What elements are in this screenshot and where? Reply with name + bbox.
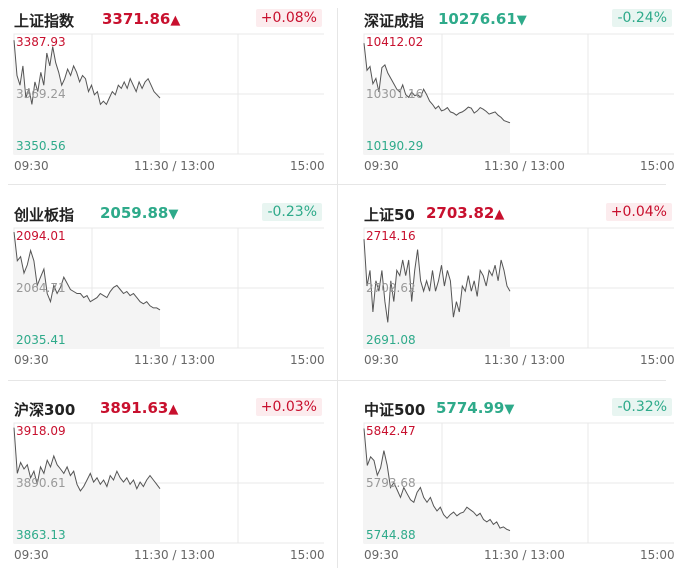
index-price-value: 10276.61 xyxy=(438,10,517,28)
change-badge: +0.03% xyxy=(255,398,322,416)
arrow-up-icon: ▲ xyxy=(168,402,179,417)
arrow-up-icon: ▲ xyxy=(494,207,505,222)
x-tick-label: 15:00 xyxy=(640,159,674,173)
x-tick-label: 11:30 / 13:00 xyxy=(484,159,565,173)
index-panel[interactable]: 上证指数 3371.86▲ +0.08% 3387.93 3369.24 3350.56 0… xyxy=(13,6,328,184)
index-name: 创业板指 xyxy=(14,206,75,224)
index-price-value: 2059.88 xyxy=(100,204,169,222)
index-panel[interactable]: 创业板指 2059.88▼ -0.23% 2094.01 2064.71 2035.41 0… xyxy=(13,200,328,378)
x-tick-label: 11:30 / 13:00 xyxy=(134,548,215,562)
price-line xyxy=(13,40,161,106)
index-price-value: 5774.99 xyxy=(436,399,505,417)
y-label-low: 3350.56 xyxy=(16,139,66,153)
index-header: 上证指数 3371.86▲ +0.08% xyxy=(14,6,328,32)
intraday-chart: 10412.02 10301.16 10190.29 09:30 11:30 / 13:… xyxy=(363,33,674,173)
index-header: 中证500 5774.99▼ -0.32% xyxy=(364,395,674,421)
index-price: 2703.82▲ xyxy=(426,204,504,222)
intraday-chart: 2714.16 2702.62 2691.08 09:30 11:30 / 13:00 1… xyxy=(363,227,674,367)
y-label-mid: 2064.71 xyxy=(16,281,66,295)
x-tick-label: 15:00 xyxy=(290,548,325,562)
x-tick-label: 11:30 / 13:00 xyxy=(134,159,215,173)
index-name: 上证指数 xyxy=(14,12,75,30)
index-price: 10276.61▼ xyxy=(438,10,527,28)
change-badge: -0.23% xyxy=(262,203,322,221)
arrow-down-icon: ▼ xyxy=(504,402,515,417)
x-tick-label: 15:00 xyxy=(640,548,674,562)
index-panel[interactable]: 沪深300 3891.63▲ +0.03% 3918.09 3890.61 3863.13… xyxy=(13,395,328,573)
y-label-high: 2094.01 xyxy=(16,229,66,243)
price-line xyxy=(363,428,511,532)
arrow-down-icon: ▼ xyxy=(168,207,179,222)
change-badge: +0.04% xyxy=(605,203,672,221)
index-panel[interactable]: 深证成指 10276.61▼ -0.24% 10412.02 10301.16 10190… xyxy=(363,6,674,184)
y-label-mid: 10301.16 xyxy=(366,87,423,101)
index-price-value: 3371.86 xyxy=(102,10,171,28)
x-tick-label: 09:30 xyxy=(364,353,399,367)
y-label-mid: 3890.61 xyxy=(16,476,66,490)
intraday-chart: 3918.09 3890.61 3863.13 09:30 11:30 / 13:00 1… xyxy=(13,422,325,562)
x-tick-label: 09:30 xyxy=(364,159,399,173)
price-line xyxy=(13,427,161,492)
index-header: 创业板指 2059.88▼ -0.23% xyxy=(14,200,328,226)
y-label-high: 5842.47 xyxy=(366,424,416,438)
column-divider xyxy=(337,8,338,568)
x-tick-label: 11:30 / 13:00 xyxy=(484,548,565,562)
y-label-low: 5744.88 xyxy=(366,528,416,542)
index-price-value: 3891.63 xyxy=(100,399,169,417)
price-line xyxy=(363,43,511,124)
index-price: 3891.63▲ xyxy=(100,399,178,417)
index-price: 5774.99▼ xyxy=(436,399,514,417)
y-label-high: 10412.02 xyxy=(366,35,423,49)
index-header: 上证50 2703.82▲ +0.04% xyxy=(364,200,674,226)
y-label-low: 2691.08 xyxy=(366,333,416,347)
index-price-value: 2703.82 xyxy=(426,204,495,222)
row-divider-2 xyxy=(8,380,666,381)
index-name: 上证50 xyxy=(364,206,415,224)
intraday-chart: 3387.93 3369.24 3350.56 09:30 11:30 / 13:00 1… xyxy=(13,33,325,173)
y-label-high: 3387.93 xyxy=(16,35,66,49)
price-line xyxy=(363,239,511,323)
index-name: 中证500 xyxy=(364,401,426,419)
change-badge: -0.32% xyxy=(612,398,672,416)
change-badge: +0.08% xyxy=(255,9,322,27)
y-label-low: 3863.13 xyxy=(16,528,66,542)
price-area xyxy=(14,40,160,155)
price-area xyxy=(14,232,160,348)
y-label-low: 10190.29 xyxy=(366,139,423,153)
arrow-down-icon: ▼ xyxy=(516,13,527,28)
price-line xyxy=(13,232,161,311)
y-label-high: 2714.16 xyxy=(366,229,416,243)
index-name: 深证成指 xyxy=(364,12,425,30)
x-tick-label: 09:30 xyxy=(14,548,49,562)
y-label-low: 2035.41 xyxy=(16,333,66,347)
price-area xyxy=(14,427,160,543)
y-label-high: 3918.09 xyxy=(16,424,66,438)
index-header: 深证成指 10276.61▼ -0.24% xyxy=(364,6,674,32)
intraday-chart: 5842.47 5793.68 5744.88 09:30 11:30 / 13:00 1… xyxy=(363,422,674,562)
index-price: 3371.86▲ xyxy=(102,10,180,28)
x-tick-label: 09:30 xyxy=(364,548,399,562)
arrow-up-icon: ▲ xyxy=(170,13,181,28)
x-tick-label: 11:30 / 13:00 xyxy=(484,353,565,367)
x-tick-label: 09:30 xyxy=(14,353,49,367)
x-tick-label: 15:00 xyxy=(640,353,674,367)
y-label-mid: 5793.68 xyxy=(366,476,416,490)
row-divider-1 xyxy=(8,184,666,185)
index-name: 沪深300 xyxy=(14,401,76,419)
y-label-mid: 2702.62 xyxy=(366,281,416,295)
price-area xyxy=(364,428,510,543)
change-badge: -0.24% xyxy=(612,9,672,27)
index-header: 沪深300 3891.63▲ +0.03% xyxy=(14,395,328,421)
y-label-mid: 3369.24 xyxy=(16,87,66,101)
index-price: 2059.88▼ xyxy=(100,204,178,222)
x-tick-label: 15:00 xyxy=(290,353,325,367)
index-panel[interactable]: 中证500 5774.99▼ -0.32% 5842.47 5793.68 5744.88… xyxy=(363,395,674,573)
x-tick-label: 15:00 xyxy=(290,159,325,173)
index-panel[interactable]: 上证50 2703.82▲ +0.04% 2714.16 2702.62 2691.08 0… xyxy=(363,200,674,378)
x-tick-label: 11:30 / 13:00 xyxy=(134,353,215,367)
price-area xyxy=(364,43,510,155)
intraday-chart: 2094.01 2064.71 2035.41 09:30 11:30 / 13:00 1… xyxy=(13,227,325,367)
price-area xyxy=(364,239,510,348)
x-tick-label: 09:30 xyxy=(14,159,49,173)
